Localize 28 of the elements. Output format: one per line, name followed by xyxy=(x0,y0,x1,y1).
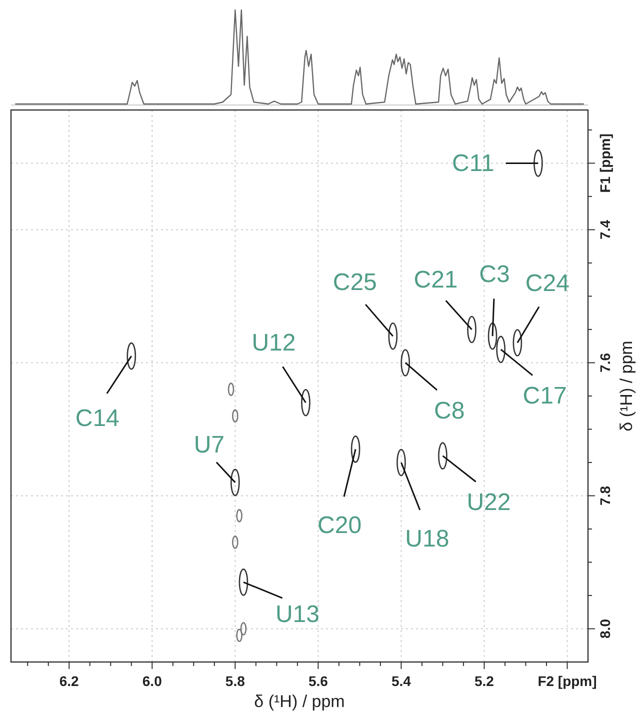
annotation: C25 xyxy=(332,269,377,296)
annotation: U18 xyxy=(405,525,450,552)
x-tick-label: 5.6 xyxy=(308,673,328,689)
x-tick-label: 6.2 xyxy=(59,673,80,689)
x-axis-title: δ (¹H) / ppm xyxy=(254,692,345,711)
annotation: C11 xyxy=(452,150,494,178)
annotation: C21 xyxy=(414,266,458,294)
x-tick-label: 5.4 xyxy=(391,673,412,689)
annotation: U7 xyxy=(194,431,224,458)
y-tick-label: 7.6 xyxy=(597,352,613,372)
annotation: C14 xyxy=(75,405,120,432)
y-tick-label: 8.0 xyxy=(597,618,613,638)
x-tick-label: 6.0 xyxy=(142,673,162,689)
annotation: C8 xyxy=(434,398,465,425)
annotation: U22 xyxy=(466,488,511,516)
annotation: C3 xyxy=(479,261,510,288)
x-tick-label: F2 [ppm] xyxy=(538,673,597,689)
y-tick-label: 7.8 xyxy=(597,486,613,506)
y-axis-title: δ (¹H) / ppm xyxy=(617,340,636,432)
annotation: U13 xyxy=(275,601,320,628)
annotation: U12 xyxy=(252,330,296,357)
annotation: C24 xyxy=(525,270,570,297)
annotation: C20 xyxy=(318,512,362,540)
y-tick-label: F1 [ppm] xyxy=(597,134,613,193)
x-tick-label: 5.8 xyxy=(225,673,246,689)
y-tick-label: 7.4 xyxy=(597,220,613,240)
x-tick-label: 5.2 xyxy=(474,673,494,689)
annotation: C17 xyxy=(522,382,567,410)
